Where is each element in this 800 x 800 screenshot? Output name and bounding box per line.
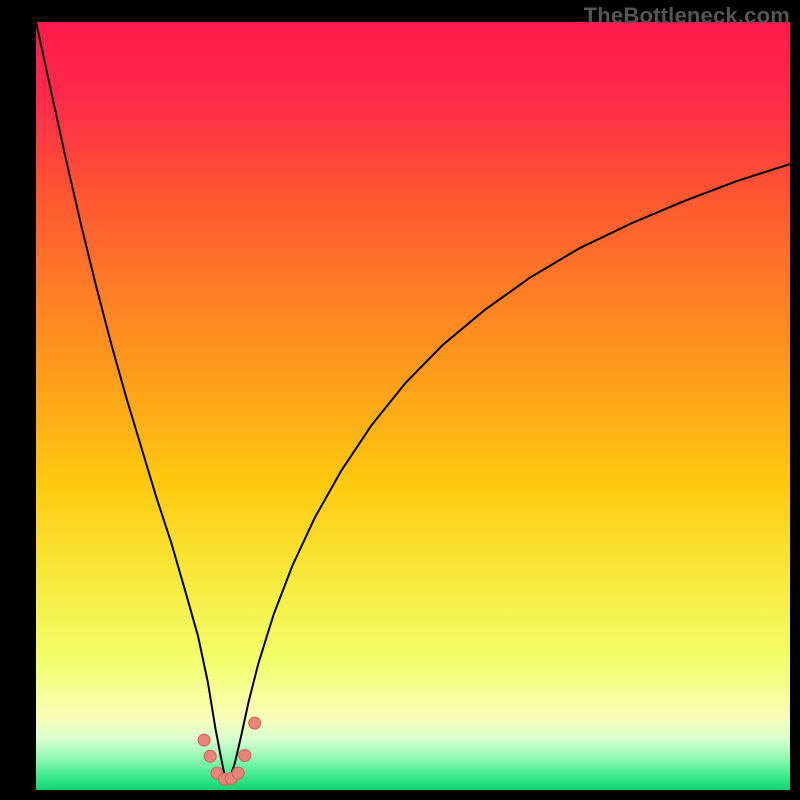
valley-marker (204, 750, 216, 762)
watermark-text: TheBottleneck.com (584, 3, 790, 29)
valley-marker (249, 717, 261, 729)
valley-marker (198, 734, 210, 746)
valley-marker (239, 749, 251, 761)
plot-background (36, 22, 790, 790)
valley-marker (232, 767, 244, 779)
plot-svg (0, 0, 800, 800)
